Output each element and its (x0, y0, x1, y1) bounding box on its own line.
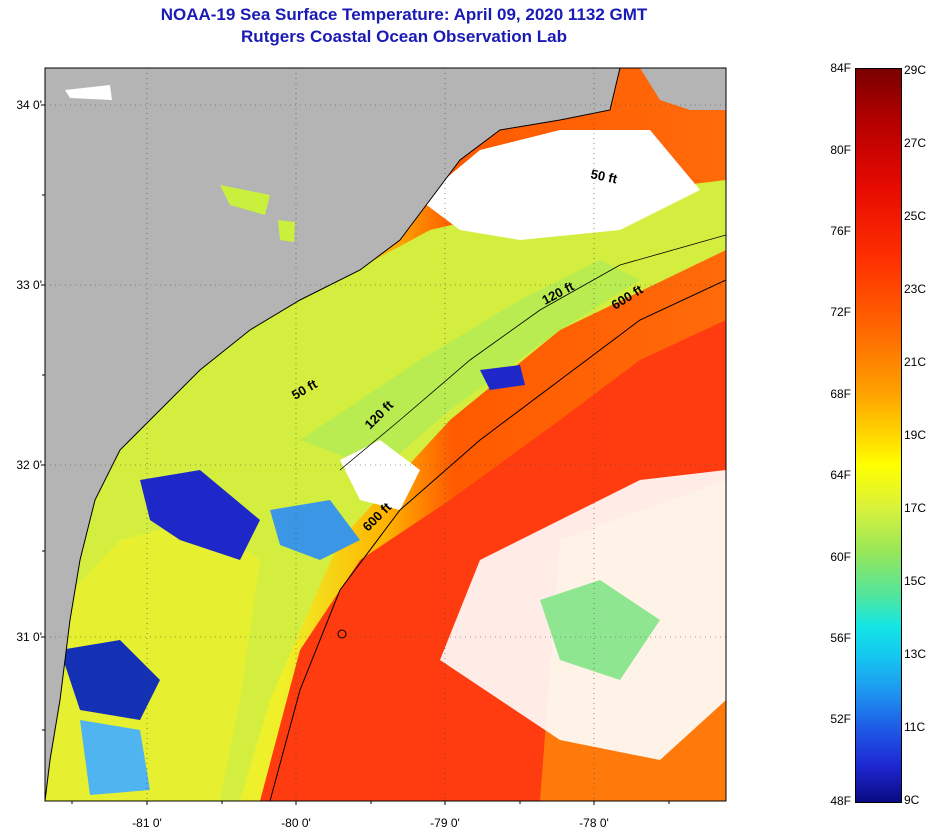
map-plot-area (45, 68, 726, 801)
land-mass-northeast (640, 68, 726, 110)
inland-lake-2 (278, 220, 295, 242)
colorbar-f-label: 68F (830, 387, 851, 401)
axis-ticks (41, 104, 670, 805)
cold-patch-3 (480, 365, 525, 390)
colorbar-f-label: 72F (830, 305, 851, 319)
isobath-120ft (339, 234, 726, 471)
colorbar-f-label: 52F (830, 712, 851, 726)
colorbar-c-label: 23C (904, 282, 927, 296)
cloud-patch-mid (340, 440, 420, 510)
cloud-patch-north (420, 130, 700, 240)
cold-patch-1 (140, 470, 260, 560)
lat-label-34: 34 0' (16, 98, 42, 112)
coastline (45, 68, 621, 801)
colorbar-c-label: 27C (904, 136, 927, 150)
colorbar-f-label: 84F (830, 61, 851, 75)
lon-label-78: -78 0' (579, 816, 609, 830)
lon-label-81: -81 0' (132, 816, 162, 830)
colorbar-c-label: 17C (904, 501, 927, 515)
mid-shelf-water (300, 260, 640, 470)
cool-patch-offshore (540, 580, 660, 680)
cool-patch-coast (80, 720, 150, 795)
colorbar-f-label: 48F (830, 794, 851, 808)
cold-patch-2 (60, 640, 160, 720)
lon-label-80: -80 0' (281, 816, 311, 830)
contour-label-50ft-north: 50 ft (589, 166, 619, 186)
inland-cloud (65, 85, 112, 100)
colorbar-c-label: 9C (904, 793, 920, 807)
colorbar-c-label: 13C (904, 647, 927, 661)
lon-label-79: -79 0' (430, 816, 460, 830)
cool-patch-mid (270, 500, 360, 560)
lat-label-31: 31 0' (16, 630, 42, 644)
graticule (45, 68, 726, 801)
chart-subtitle: Rutgers Coastal Ocean Observation Lab (241, 27, 567, 46)
colorbar-f-label: 76F (830, 224, 851, 238)
colorbar-c-label: 15C (904, 574, 927, 588)
colorbar-c-label: 19C (904, 428, 927, 442)
colorbar-c-label: 11C (904, 720, 926, 734)
inland-lake-1 (220, 185, 270, 215)
colorbar-c-label: 25C (904, 209, 927, 223)
colorbar-f-label: 60F (830, 550, 851, 564)
colorbar-f-label: 64F (830, 468, 851, 482)
lat-label-32: 32 0' (16, 458, 42, 472)
chart-title: NOAA-19 Sea Surface Temperature: April 0… (160, 5, 648, 24)
colorbar-c-label: 29C (904, 63, 927, 77)
map-frame (44, 67, 727, 802)
temperature-colorbar (855, 68, 902, 803)
isobath-600ft (269, 279, 726, 801)
station-marker (337, 629, 347, 639)
lat-label-33: 33 0' (16, 278, 42, 292)
land-mass (45, 68, 620, 801)
colorbar-f-label: 56F (830, 631, 851, 645)
colorbar-f-label: 80F (830, 143, 851, 157)
colorbar-c-label: 21C (904, 355, 927, 369)
